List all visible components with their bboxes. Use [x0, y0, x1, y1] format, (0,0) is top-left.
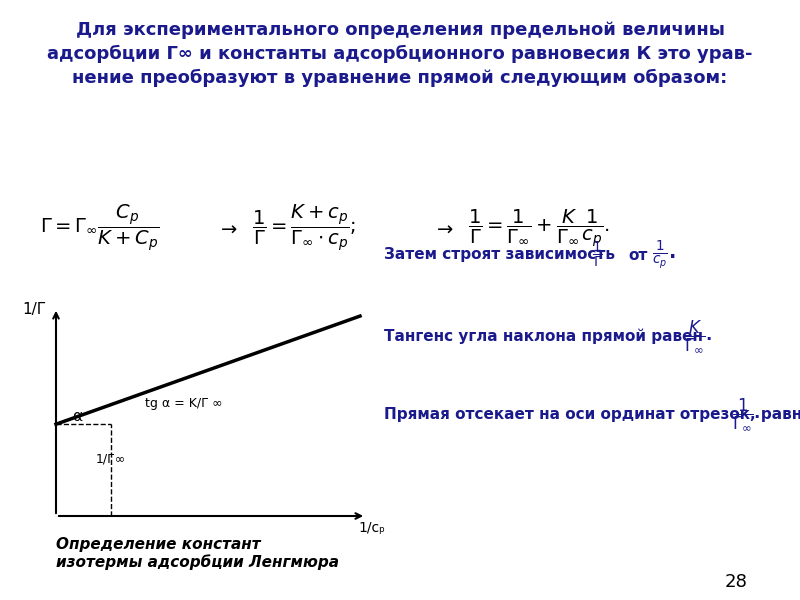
Text: от: от [628, 247, 647, 263]
Text: α: α [72, 409, 82, 424]
Text: $\frac{1}{c_p}$.: $\frac{1}{c_p}$. [652, 239, 676, 271]
Text: $\dfrac{K}{\Gamma_\infty}$.: $\dfrac{K}{\Gamma_\infty}$. [684, 318, 712, 354]
Text: $\rightarrow$: $\rightarrow$ [434, 218, 454, 238]
Text: Прямая отсекает на оси ординат отрезок, равный: Прямая отсекает на оси ординат отрезок, … [384, 406, 800, 422]
Text: Для экспериментального определения предельной величины
адсорбции Г∞ и константы : Для экспериментального определения преде… [47, 21, 753, 86]
Text: Определение констант
изотермы адсорбции Ленгмюра: Определение констант изотермы адсорбции … [56, 537, 339, 570]
Text: $\dfrac{1}{\Gamma} = \dfrac{K + c_p}{\Gamma_\infty \cdot c_p}$;: $\dfrac{1}{\Gamma} = \dfrac{K + c_p}{\Ga… [252, 203, 356, 253]
Text: $\frac{1}{\Gamma}$: $\frac{1}{\Gamma}$ [592, 240, 602, 270]
Text: Тангенс угла наклона прямой равен: Тангенс угла наклона прямой равен [384, 328, 703, 344]
Text: 1/Г∞: 1/Г∞ [96, 452, 126, 466]
Text: 1/Г: 1/Г [22, 302, 46, 317]
Text: $\dfrac{1}{\Gamma} = \dfrac{1}{\Gamma_\infty} + \dfrac{K}{\Gamma_\infty} \dfrac{: $\dfrac{1}{\Gamma} = \dfrac{1}{\Gamma_\i… [468, 208, 610, 248]
Text: 28: 28 [725, 573, 747, 591]
Text: Затем строят зависимость: Затем строят зависимость [384, 247, 615, 263]
Text: tg α = K/Γ ∞: tg α = K/Γ ∞ [145, 397, 222, 410]
Text: $\dfrac{1}{\Gamma_\infty}$.: $\dfrac{1}{\Gamma_\infty}$. [732, 396, 760, 432]
Text: 1/cₚ: 1/cₚ [358, 521, 386, 535]
Text: $\rightarrow$: $\rightarrow$ [218, 218, 238, 238]
Text: $\Gamma = \Gamma_\infty \dfrac{C_p}{K + C_p}$: $\Gamma = \Gamma_\infty \dfrac{C_p}{K + … [40, 203, 159, 253]
